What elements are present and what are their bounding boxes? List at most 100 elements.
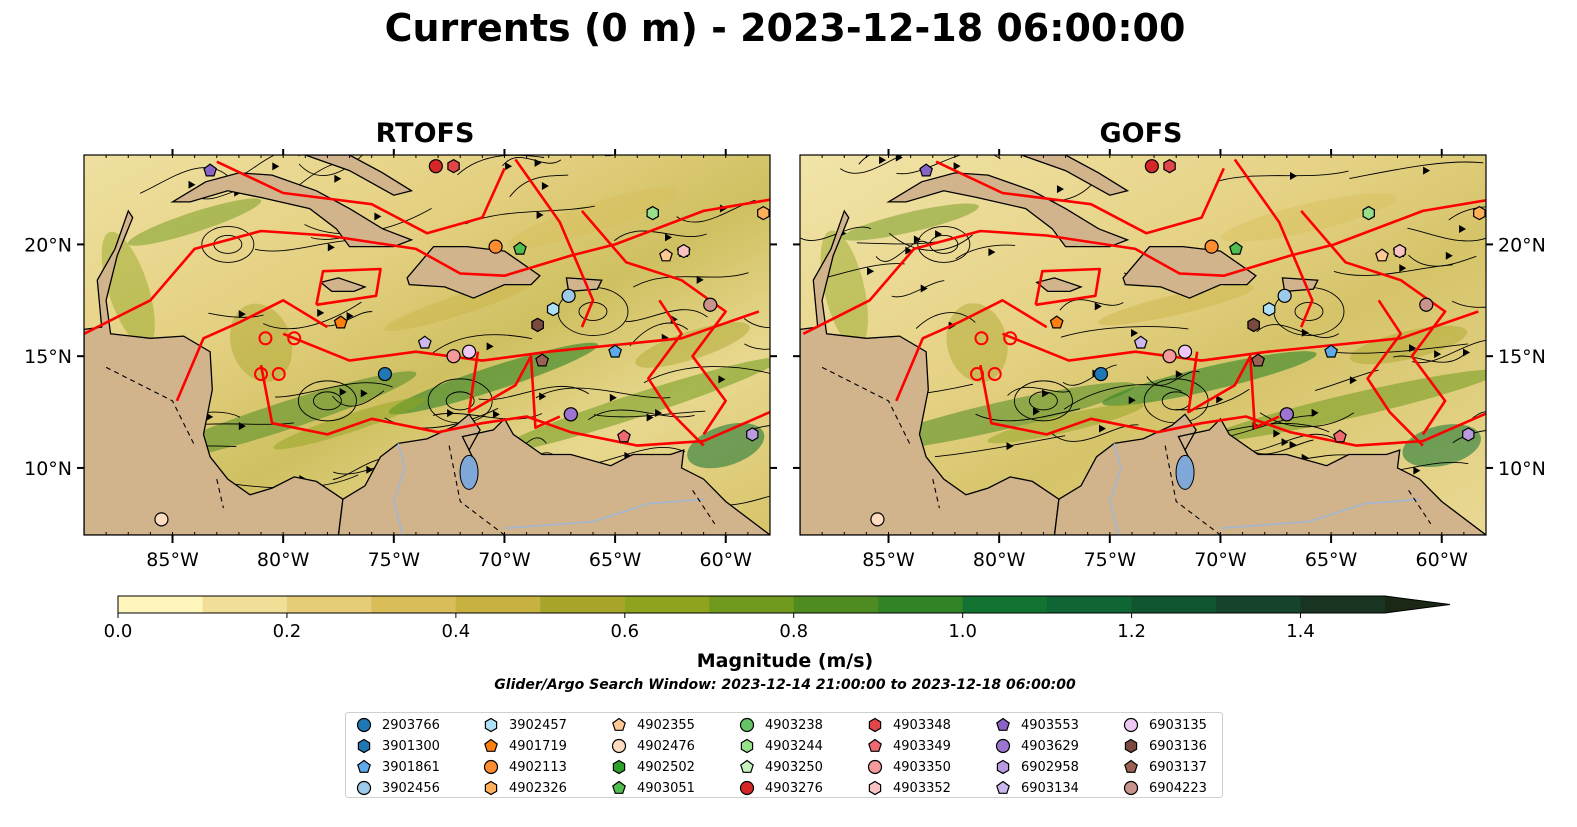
lon-tick-label: 75°W	[1084, 549, 1137, 571]
legend-item-4903629: 4903629	[995, 737, 1079, 755]
legend-item-4902476: 4902476	[611, 737, 695, 755]
float-marker-4903350	[1162, 349, 1177, 364]
float-marker-4902476	[154, 512, 169, 527]
colorbar-tick-label: 0.2	[273, 621, 302, 642]
float-marker-4903276	[428, 159, 443, 174]
legend-marker	[484, 780, 498, 796]
legend-marker	[483, 759, 499, 775]
legend-marker	[612, 717, 626, 731]
float-marker-6903134	[1133, 335, 1148, 349]
colorbar-tick-label: 0.0	[104, 621, 133, 642]
legend-label: 4901719	[509, 738, 567, 754]
float-marker-4902326	[1473, 205, 1486, 221]
pentagon-marker-icon	[612, 717, 626, 731]
float-marker-4903349	[1333, 429, 1347, 443]
lon-tick-label: 60°W	[1416, 549, 1469, 571]
float-legend: 2903766 3901300 3901861 3902456 3902457 49017…	[345, 712, 1223, 798]
hexagon-marker-icon	[1124, 738, 1138, 754]
colorbar-segment	[1047, 596, 1133, 613]
hexagon-marker-icon	[868, 717, 882, 733]
float-marker-4901719	[333, 315, 348, 329]
colorbar-tick-label: 1.0	[948, 621, 977, 642]
legend-marker	[739, 780, 755, 796]
float-marker-4902113	[1204, 239, 1219, 254]
gofs-map	[799, 154, 1487, 536]
colorbar-extend-arrow	[1385, 596, 1450, 613]
legend-item-3902456: 3902456	[356, 779, 440, 797]
legend-item-6902958: 6902958	[995, 758, 1079, 776]
circle-marker-icon	[995, 738, 1011, 754]
hexagon-marker-icon	[996, 759, 1010, 775]
gofs-panel-title: GOFS	[1099, 118, 1183, 149]
legend-marker	[1124, 738, 1138, 754]
legend-label: 4903238	[765, 717, 823, 733]
float-marker-6903137	[1251, 353, 1266, 367]
colorbar-tick-label: 1.2	[1117, 621, 1146, 642]
legend-label: 4902476	[637, 738, 695, 754]
float-marker-6903135	[461, 344, 477, 359]
lon-tick-label: 60°W	[700, 549, 753, 571]
float-marker-4902476	[870, 512, 885, 527]
colorbar-tick-label: 0.4	[442, 621, 471, 642]
legend-marker	[357, 759, 371, 773]
float-marker-4901719	[1049, 315, 1064, 329]
legend-label: 4903629	[1021, 738, 1079, 754]
float-marker-4903349	[617, 429, 631, 443]
float-marker-6903134	[417, 335, 432, 349]
colorbar-segment	[371, 596, 457, 613]
hexagon-marker-icon	[484, 717, 498, 733]
colorbar-segment	[1216, 596, 1302, 613]
legend-label: 6903137	[1149, 759, 1207, 775]
float-markers	[154, 159, 770, 527]
lon-tick-label: 70°W	[1194, 549, 1247, 571]
float-marker-3902456	[561, 288, 576, 303]
legend-label: 4903352	[893, 780, 951, 796]
circle-marker-icon	[739, 780, 755, 796]
float-marker-3901861	[1324, 344, 1339, 358]
float-marker-4902355	[1375, 248, 1389, 262]
legend-marker	[868, 717, 882, 733]
colorbar-segment	[202, 596, 288, 613]
colorbar-segment	[1131, 596, 1217, 613]
float-marker-3902457	[1262, 302, 1276, 317]
legend-label: 4902326	[509, 780, 567, 796]
legend-marker	[740, 738, 754, 754]
colorbar-segment	[709, 596, 795, 613]
circle-marker-icon	[356, 717, 372, 733]
colorbar-segment	[878, 596, 964, 613]
hexagon-marker-icon	[612, 759, 626, 775]
legend-item-4902355: 4902355	[611, 716, 695, 734]
pentagon-marker-icon	[357, 759, 371, 773]
float-marker-6903135	[1177, 344, 1193, 359]
legend-label: 3902457	[509, 717, 567, 733]
pentagon-marker-icon	[868, 738, 882, 752]
pentagon-marker-icon	[740, 759, 754, 773]
hexagon-marker-icon	[868, 780, 882, 796]
axis-ticks: 85°W 80°W 75°W 70°W 65°W 60°W 20°N 15°N 10°N 85°W…	[24, 149, 1546, 571]
legend-marker	[1124, 759, 1138, 773]
legend-item-4902326: 4902326	[483, 779, 567, 797]
legend-label: 4903348	[893, 717, 951, 733]
float-marker-4903276	[1144, 159, 1159, 174]
float-marker-4903352	[1393, 243, 1406, 259]
pentagon-marker-icon	[612, 780, 626, 794]
legend-item-4903349: 4903349	[867, 737, 951, 755]
float-marker-4903244	[646, 205, 659, 221]
legend-item-4903553: 4903553	[995, 716, 1079, 734]
legend-label: 6904223	[1149, 780, 1207, 796]
lon-tick-label: 65°W	[589, 549, 642, 571]
legend-label: 3901861	[382, 759, 440, 775]
lat-tick-label: 10°N	[1498, 458, 1546, 480]
legend-marker	[611, 738, 627, 754]
colorbar: 0.0 0.2 0.4 0.6 0.8 1.0 1.2 1.4	[104, 595, 1451, 642]
rtofs-map	[83, 154, 771, 536]
float-marker-4903244	[1362, 205, 1375, 221]
colorbar-segment	[962, 596, 1048, 613]
legend-item-4903250: 4903250	[739, 758, 823, 776]
legend-marker	[996, 780, 1010, 794]
legend-marker	[867, 759, 883, 775]
float-marker-4903352	[677, 243, 690, 259]
legend-marker	[356, 717, 372, 733]
float-marker-6903137	[535, 353, 550, 367]
